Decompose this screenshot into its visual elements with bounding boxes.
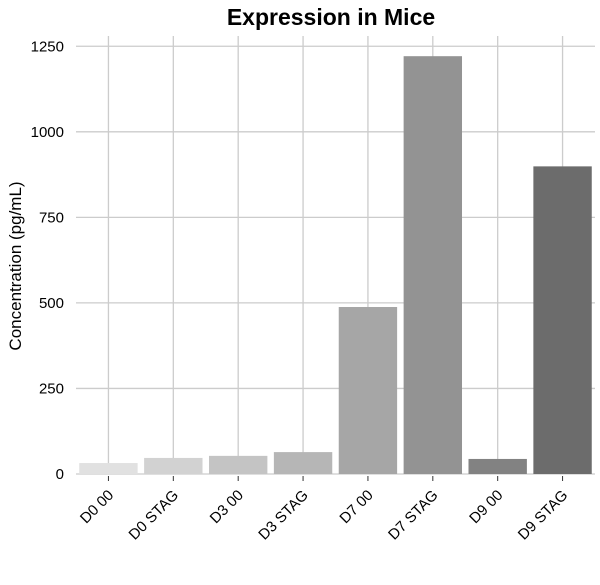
x-axis-ticks: D0 00 D0 STAG D3 00 D3 STAG D7 00 D7 STAG D9 0…: [77, 476, 571, 543]
y-axis-label: Concentration (pg/mL): [6, 181, 25, 350]
grid-lines: [76, 36, 595, 475]
bar: [403, 56, 463, 475]
bar: [144, 457, 203, 474]
x-tick-label: D7 STAG: [385, 487, 442, 544]
bar: [533, 166, 592, 474]
x-tick-label: D7 00: [336, 487, 376, 527]
x-tick-label: D3 STAG: [255, 487, 312, 544]
y-tick-label: 0: [56, 466, 64, 483]
bar: [273, 452, 333, 474]
y-tick-label: 1250: [31, 38, 64, 55]
bars: [79, 56, 592, 475]
bar: [79, 463, 138, 474]
chart-title: Expression in Mice: [227, 4, 435, 30]
bar: [338, 307, 398, 474]
y-axis-ticks: 0 250 500 750 1000 1250: [31, 38, 64, 483]
y-tick-label: 1000: [31, 124, 64, 141]
y-tick-label: 500: [39, 295, 64, 312]
x-tick-label: D9 00: [466, 487, 506, 527]
x-tick-label: D3 00: [207, 487, 247, 527]
bar: [208, 455, 268, 474]
x-tick-label: D9 STAG: [515, 487, 572, 544]
x-tick-label: D0 STAG: [126, 487, 183, 544]
y-tick-label: 750: [39, 209, 64, 226]
y-tick-label: 250: [39, 380, 64, 397]
x-tick-label: D0 00: [77, 487, 117, 527]
bar: [468, 458, 527, 474]
